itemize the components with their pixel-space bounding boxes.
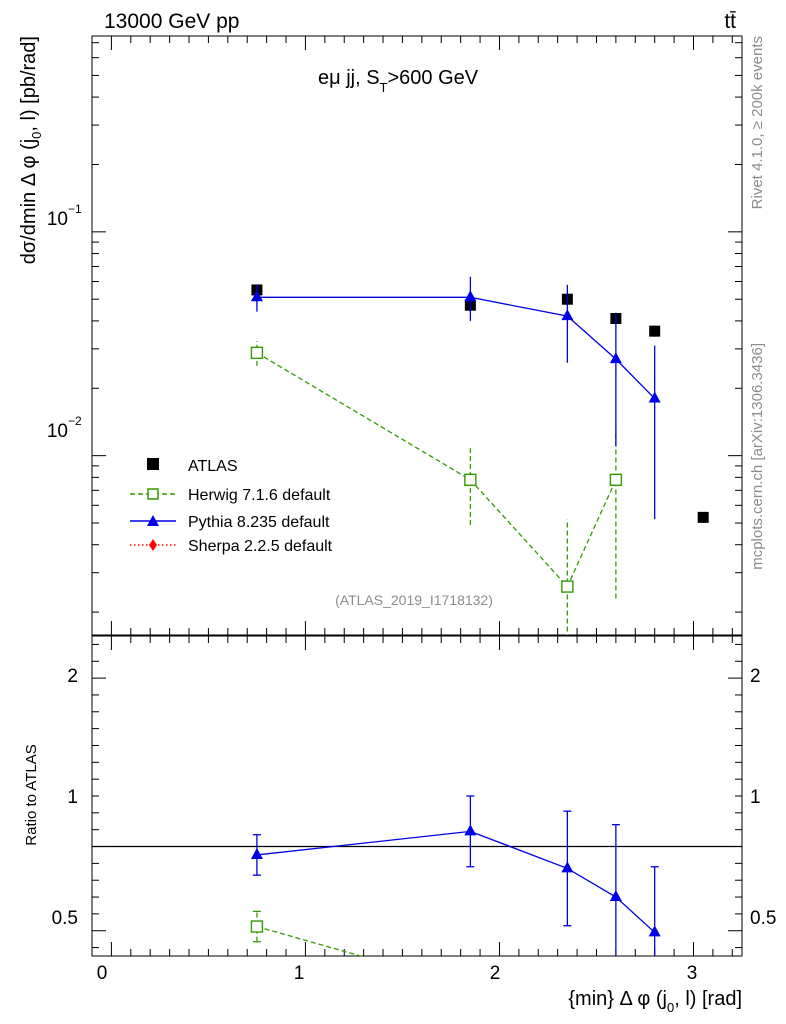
herwig-data-point	[561, 580, 574, 593]
ytick-label-1e-2: 10	[47, 421, 68, 442]
herwig-ratio-point	[465, 982, 476, 993]
legend-label-atlas: ATLAS	[188, 458, 238, 475]
legend-label-pythia: Pythia 8.235 default	[188, 514, 330, 531]
pythia-ratio-point	[250, 847, 263, 859]
analysis-watermark: (ATLAS_2019_I1718132)	[335, 592, 493, 608]
herwig-ratio-line	[256, 925, 364, 956]
ytick-label-1e-1: 10	[47, 209, 68, 230]
pythia-data-point	[250, 290, 263, 302]
ratio-ytick-label-0.5: 0.5	[52, 908, 78, 929]
xtick-label-3: 3	[687, 963, 698, 984]
ytick-exp-1e-1: −1	[68, 202, 82, 216]
legend-marker-sherpa	[149, 539, 157, 551]
ratio-ytick-label-1: 1	[67, 787, 78, 808]
herwig-data-point	[250, 346, 264, 360]
pythia-data-point	[648, 391, 661, 403]
ratio-ylabel: Ratio to ATLAS	[23, 744, 40, 845]
mcplots-credit: mcplots.cern.ch [arXiv:1306.3436]	[749, 343, 766, 570]
xtick-label-0: 0	[97, 963, 108, 984]
legend-marker-atlas	[147, 458, 159, 470]
atlas-data-point	[697, 511, 709, 523]
pythia-data-point	[561, 309, 574, 321]
pythia-ratio-point	[464, 824, 477, 836]
pythia-data-point	[464, 290, 477, 302]
ratio-data-layer	[92, 795, 742, 993]
pythia-ratio-point	[609, 890, 622, 902]
herwig-series-line	[256, 352, 617, 588]
ratio-plot-frame	[91, 635, 743, 957]
pythia-ratio-point	[648, 925, 661, 937]
ratio-ytick-label-right-0.5: 0.5	[750, 908, 776, 929]
legend-label-sherpa: Sherpa 2.2.5 default	[188, 538, 333, 555]
xtick-label-1: 1	[294, 963, 305, 984]
legend-label-herwig: Herwig 7.1.6 default	[188, 487, 331, 504]
main-axis-ticks	[91, 36, 742, 635]
herwig-data-point	[464, 473, 477, 487]
pythia-series-line	[256, 296, 656, 399]
xtick-label-2: 2	[490, 963, 501, 984]
ratio-ytick-label-right-1: 1	[750, 787, 761, 808]
x-axis-label: {min} Δ φ (j0, l) [rad]	[568, 988, 742, 1015]
ytick-exp-1e-2: −2	[68, 414, 82, 428]
ratio-axis-ticks	[91, 636, 742, 956]
header-right: tt̄	[724, 10, 736, 33]
herwig-data-point	[609, 473, 623, 487]
herwig-ratio-point	[250, 920, 264, 933]
pythia-ratio-point	[561, 861, 574, 873]
pythia-data-point	[609, 352, 622, 364]
legend-marker-herwig	[147, 488, 159, 500]
header-left: 13000 GeV pp	[104, 10, 239, 33]
ratio-ytick-label-2: 2	[67, 666, 78, 687]
main-data-layer	[250, 276, 709, 635]
main-plot-frame	[91, 35, 743, 636]
legend: ATLAS Herwig 7.1.6 default Pythia 8.235 …	[130, 458, 333, 555]
legend-marker-pythia	[147, 515, 159, 526]
atlas-data-point	[649, 325, 661, 337]
ratio-ytick-label-right-2: 2	[750, 666, 761, 687]
plot-title: eμ jj, ST>600 GeV	[318, 67, 479, 95]
main-ylabel: dσ/dmin Δ φ (j0, l) [pb/rad]	[18, 36, 44, 264]
rivet-version: Rivet 4.1.0, ≥ 200k events	[749, 36, 766, 209]
